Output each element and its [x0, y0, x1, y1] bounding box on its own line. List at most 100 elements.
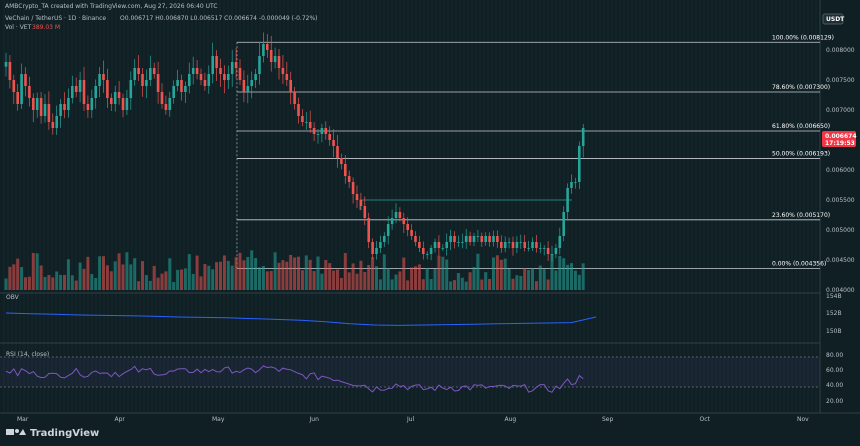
candle-body[interactable]	[578, 146, 581, 182]
candle-body[interactable]	[453, 236, 456, 242]
candle-body[interactable]	[63, 104, 66, 110]
candle-body[interactable]	[484, 236, 487, 242]
candlestick-series[interactable]	[4, 32, 585, 262]
candle-body[interactable]	[180, 80, 183, 92]
rsi-pane[interactable]	[0, 343, 860, 413]
candle-body[interactable]	[238, 68, 242, 80]
candle-body[interactable]	[301, 116, 304, 122]
candle-body[interactable]	[152, 68, 156, 74]
candle-body[interactable]	[367, 218, 370, 242]
candle-body[interactable]	[539, 248, 542, 249]
candle-body[interactable]	[277, 56, 281, 68]
candle-body[interactable]	[581, 128, 585, 146]
candle-body[interactable]	[191, 68, 195, 74]
candle-body[interactable]	[125, 98, 129, 110]
candle-body[interactable]	[410, 230, 413, 236]
candle-body[interactable]	[141, 74, 144, 86]
candle-body[interactable]	[468, 236, 472, 242]
candle-body[interactable]	[266, 44, 269, 50]
candle-body[interactable]	[394, 212, 398, 218]
candle-body[interactable]	[71, 86, 74, 98]
candle-body[interactable]	[67, 98, 70, 110]
candle-body[interactable]	[74, 86, 78, 92]
candle-body[interactable]	[328, 134, 331, 140]
candle-body[interactable]	[16, 92, 19, 104]
candle-body[interactable]	[199, 74, 203, 80]
candle-body[interactable]	[250, 80, 253, 86]
candle-body[interactable]	[168, 98, 172, 110]
candle-body[interactable]	[351, 182, 355, 194]
candle-body[interactable]	[32, 98, 35, 110]
candle-body[interactable]	[355, 194, 359, 200]
candle-body[interactable]	[35, 98, 39, 110]
candle-body[interactable]	[129, 80, 133, 98]
candle-body[interactable]	[445, 242, 448, 248]
candle-body[interactable]	[308, 122, 312, 128]
candle-body[interactable]	[574, 182, 577, 183]
candle-body[interactable]	[117, 92, 121, 98]
candle-body[interactable]	[98, 74, 101, 86]
candle-body[interactable]	[340, 158, 343, 164]
candle-body[interactable]	[234, 62, 238, 68]
candle-body[interactable]	[523, 242, 526, 248]
candle-body[interactable]	[219, 68, 222, 74]
candle-body[interactable]	[418, 242, 421, 248]
candle-body[interactable]	[320, 128, 324, 134]
candle-body[interactable]	[457, 242, 460, 243]
candle-body[interactable]	[172, 86, 175, 98]
candle-body[interactable]	[390, 218, 394, 224]
candle-body[interactable]	[379, 242, 382, 248]
candle-body[interactable]	[422, 248, 425, 254]
candle-body[interactable]	[90, 98, 94, 110]
candle-body[interactable]	[386, 224, 390, 236]
candle-body[interactable]	[4, 62, 8, 67]
candle-body[interactable]	[262, 44, 265, 56]
candle-body[interactable]	[359, 200, 363, 206]
candle-body[interactable]	[184, 86, 187, 92]
candle-body[interactable]	[554, 248, 558, 254]
candle-body[interactable]	[28, 86, 31, 98]
candle-body[interactable]	[312, 128, 316, 134]
candle-body[interactable]	[12, 80, 16, 92]
candle-body[interactable]	[437, 242, 441, 248]
candle-body[interactable]	[305, 122, 308, 123]
candle-body[interactable]	[47, 104, 51, 122]
candle-body[interactable]	[546, 248, 550, 254]
candle-body[interactable]	[414, 236, 417, 242]
candle-body[interactable]	[550, 254, 554, 255]
candle-body[interactable]	[535, 242, 538, 248]
candle-body[interactable]	[59, 104, 62, 116]
candle-body[interactable]	[269, 50, 273, 62]
candle-body[interactable]	[188, 74, 191, 86]
candle-body[interactable]	[273, 56, 277, 62]
candle-body[interactable]	[121, 98, 125, 110]
candle-body[interactable]	[562, 212, 565, 236]
candle-body[interactable]	[82, 80, 86, 104]
candle-body[interactable]	[500, 242, 503, 248]
candle-body[interactable]	[24, 74, 27, 86]
candle-body[interactable]	[363, 206, 367, 218]
candle-body[interactable]	[425, 254, 429, 255]
candle-body[interactable]	[51, 122, 55, 128]
candle-body[interactable]	[461, 242, 464, 243]
candle-body[interactable]	[43, 104, 47, 116]
candle-body[interactable]	[480, 236, 484, 242]
candle-body[interactable]	[145, 80, 148, 86]
candle-body[interactable]	[316, 134, 320, 135]
candle-body[interactable]	[246, 86, 250, 92]
candle-body[interactable]	[527, 248, 530, 249]
currency-button[interactable]	[822, 13, 844, 25]
candle-body[interactable]	[156, 74, 160, 92]
candle-body[interactable]	[94, 86, 97, 98]
candle-body[interactable]	[472, 236, 476, 242]
candle-body[interactable]	[375, 248, 378, 254]
candle-body[interactable]	[254, 74, 257, 80]
candle-body[interactable]	[215, 56, 218, 68]
candle-body[interactable]	[86, 104, 90, 110]
candle-body[interactable]	[55, 116, 58, 128]
candle-body[interactable]	[324, 128, 328, 134]
candle-body[interactable]	[281, 68, 285, 74]
candle-body[interactable]	[503, 242, 507, 248]
candle-body[interactable]	[39, 98, 43, 116]
